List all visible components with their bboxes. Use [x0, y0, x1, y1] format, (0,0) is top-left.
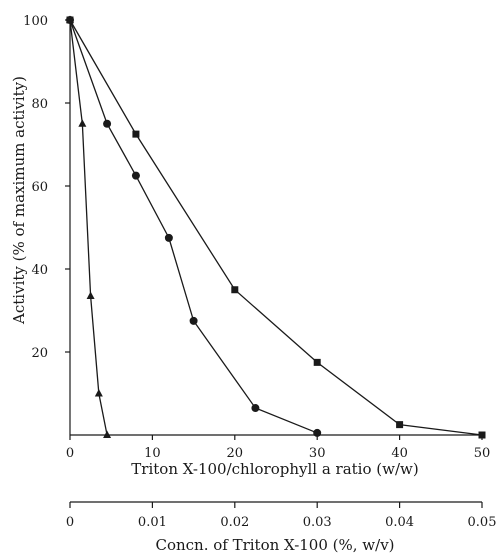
data-point-triangle: [78, 119, 87, 127]
data-point-circle: [164, 233, 173, 242]
axes: 20 40 60 80 100 0 10 20 30 40 50 0 0.01 0.02 0.03 0.04 0…: [23, 14, 496, 530]
series-line-triangle: [69, 19, 108, 436]
series-triangle: [66, 15, 112, 438]
secondary-x-tick-label: 0: [66, 515, 74, 530]
y-tick-label: 80: [31, 97, 48, 112]
data-point-circle: [189, 316, 198, 325]
x-tick-label: 40: [391, 446, 408, 461]
data-point-square: [313, 358, 321, 366]
secondary-x-tick-label: 0.03: [303, 515, 332, 530]
data-point-triangle: [86, 291, 95, 299]
secondary-x-tick-label: 0.02: [220, 515, 249, 530]
secondary-x-axis-title: Concn. of Triton X-100 (%, w/v): [155, 536, 394, 554]
x-tick-label: 10: [144, 446, 161, 461]
secondary-x-tick-label: 0.05: [468, 515, 497, 530]
data-point-square: [132, 130, 140, 138]
data-point-circle: [313, 428, 322, 437]
y-axis-title: Activity (% of maximum activity): [10, 76, 28, 325]
secondary-x-tick-label: 0.04: [385, 515, 414, 530]
data-point-square: [478, 431, 486, 439]
data-point-triangle: [103, 430, 112, 438]
y-tick-label: 20: [31, 346, 48, 361]
secondary-x-tick-label: 0.01: [138, 515, 167, 530]
series-line-square: [69, 19, 483, 436]
data-point-circle: [131, 171, 140, 180]
data-point-triangle: [66, 15, 74, 23]
y-tick-label: 60: [31, 180, 48, 195]
data-point-square: [231, 286, 239, 294]
data-point-square: [396, 421, 404, 429]
x-tick-label: 0: [66, 446, 74, 461]
y-tick-label: 40: [31, 263, 48, 278]
y-tick-label: 100: [23, 14, 48, 29]
data-point-triangle: [94, 389, 103, 397]
x-tick-label: 50: [474, 446, 491, 461]
series-square: [66, 16, 486, 439]
x-tick-label: 20: [227, 446, 244, 461]
x-tick-label: 30: [309, 446, 326, 461]
data-point-circle: [251, 404, 260, 413]
series-layer: [66, 15, 486, 439]
data-point-circle: [103, 119, 112, 128]
series-line-circle: [69, 19, 318, 434]
x-axis-title: Triton X-100/chlorophyll a ratio (w/w): [131, 460, 418, 478]
